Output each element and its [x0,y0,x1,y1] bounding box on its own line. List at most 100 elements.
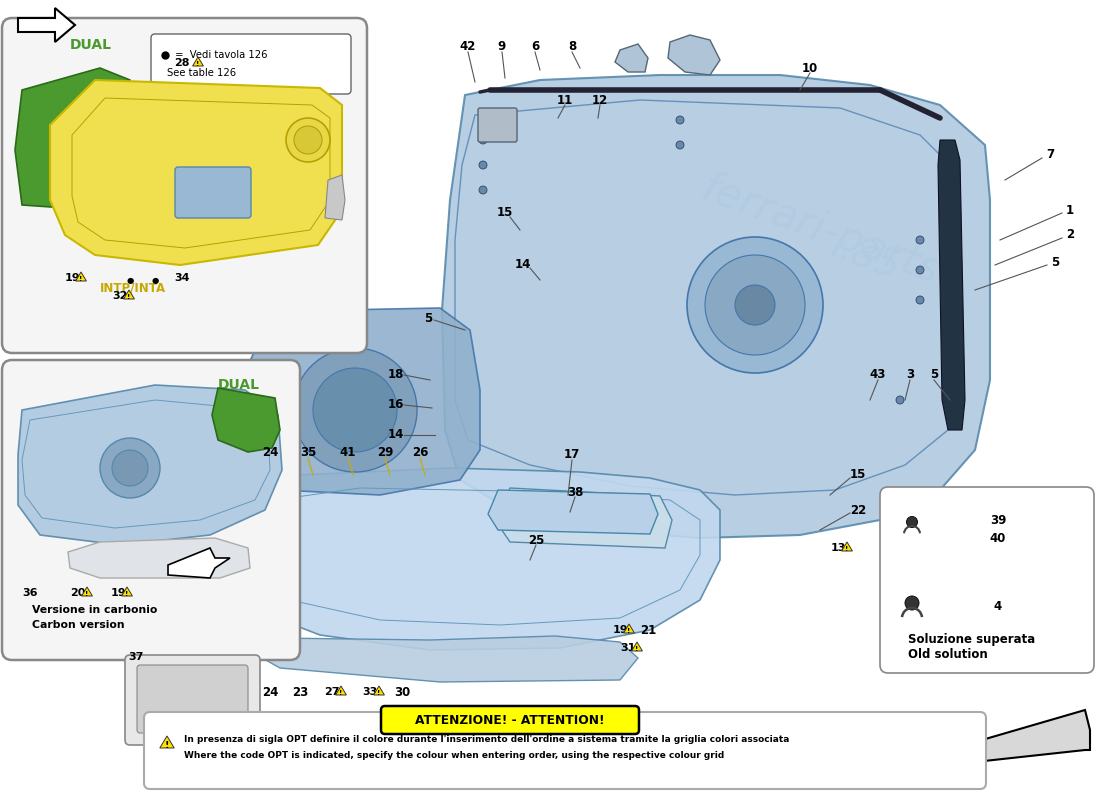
Polygon shape [168,548,230,578]
Polygon shape [81,587,92,596]
Text: 27: 27 [324,687,340,697]
Polygon shape [15,68,130,210]
Polygon shape [975,710,1090,762]
Text: 2: 2 [1066,229,1074,242]
Text: ●: ● [152,275,158,285]
Text: 6: 6 [531,41,539,54]
Text: 28: 28 [174,58,189,68]
Text: 1: 1 [1066,203,1074,217]
Text: 33: 33 [362,687,377,697]
FancyBboxPatch shape [138,665,248,733]
Text: 39: 39 [990,514,1006,526]
Polygon shape [122,587,132,596]
Text: 26: 26 [411,446,428,459]
Text: 15: 15 [497,206,514,219]
FancyBboxPatch shape [151,34,351,94]
Polygon shape [442,75,990,538]
Circle shape [478,186,487,194]
Text: .85: .85 [835,231,905,289]
Text: 5: 5 [424,311,432,325]
Polygon shape [495,488,672,548]
Polygon shape [488,490,658,534]
Text: 19: 19 [64,273,80,283]
Text: 7: 7 [1046,149,1054,162]
Circle shape [478,161,487,169]
Circle shape [112,450,148,486]
Text: 8: 8 [568,41,576,54]
Text: ATTENZIONE! - ATTENTION!: ATTENZIONE! - ATTENTION! [415,714,605,727]
Circle shape [676,141,684,149]
Polygon shape [842,542,852,551]
Circle shape [916,266,924,274]
Polygon shape [18,8,75,42]
Polygon shape [50,80,342,265]
Circle shape [705,255,805,355]
FancyBboxPatch shape [880,487,1094,673]
Polygon shape [668,35,720,75]
Text: In presenza di sigla OPT definire il colore durante l'inserimento dell'ordine a : In presenza di sigla OPT definire il col… [184,735,790,745]
Polygon shape [123,290,134,299]
Text: See table 126: See table 126 [167,68,236,78]
Circle shape [676,116,684,124]
Text: 9: 9 [498,41,506,54]
Text: !: ! [636,646,639,652]
Text: Where the code OPT is indicated, specify the colour when entering order, using t: Where the code OPT is indicated, specify… [184,751,724,761]
Text: 3: 3 [906,369,914,382]
Text: Old solution: Old solution [908,648,988,661]
Text: 19: 19 [110,588,125,598]
Text: 43: 43 [870,369,887,382]
FancyBboxPatch shape [175,167,251,218]
Text: !: ! [128,294,131,300]
Text: !: ! [340,690,342,696]
Polygon shape [324,175,345,220]
Text: 23: 23 [292,686,308,698]
Text: 36: 36 [22,588,37,598]
Text: 20: 20 [70,588,86,598]
Text: 25: 25 [528,534,544,546]
Polygon shape [192,57,204,66]
Circle shape [906,517,917,527]
Text: 24: 24 [262,446,278,459]
FancyBboxPatch shape [2,18,367,353]
Text: 19: 19 [613,625,628,635]
Text: 24: 24 [262,686,278,698]
Text: 42: 42 [460,41,476,54]
Text: ferrari-parts: ferrari-parts [695,167,945,293]
Circle shape [896,396,904,404]
Text: 5: 5 [1050,255,1059,269]
Text: Versione in carbonio: Versione in carbonio [32,605,157,615]
Polygon shape [624,624,635,633]
Text: 5: 5 [930,369,938,382]
FancyBboxPatch shape [125,655,260,745]
Text: INTP/INTA: INTP/INTA [100,282,166,294]
Circle shape [100,438,160,498]
Circle shape [478,136,487,144]
Text: !: ! [86,591,89,597]
Polygon shape [374,686,384,695]
Text: !: ! [125,591,129,597]
Text: Carbon version: Carbon version [32,620,124,630]
Circle shape [916,296,924,304]
Text: 11: 11 [557,94,573,106]
Text: DUAL: DUAL [70,38,112,52]
Text: 17: 17 [564,449,580,462]
Text: 14: 14 [388,429,404,442]
FancyBboxPatch shape [381,706,639,734]
Polygon shape [255,636,638,682]
Text: 4: 4 [994,599,1002,613]
Circle shape [286,118,330,162]
Circle shape [314,368,397,452]
Text: 15: 15 [850,469,866,482]
Polygon shape [938,140,965,430]
Polygon shape [212,388,280,452]
Text: 13: 13 [830,543,846,553]
Text: 16: 16 [388,398,404,411]
Polygon shape [240,308,480,495]
Polygon shape [240,468,720,650]
Text: !: ! [627,628,630,634]
Circle shape [905,596,918,610]
Text: 35: 35 [300,446,316,459]
Circle shape [294,126,322,154]
Polygon shape [615,44,648,72]
Polygon shape [68,538,250,578]
